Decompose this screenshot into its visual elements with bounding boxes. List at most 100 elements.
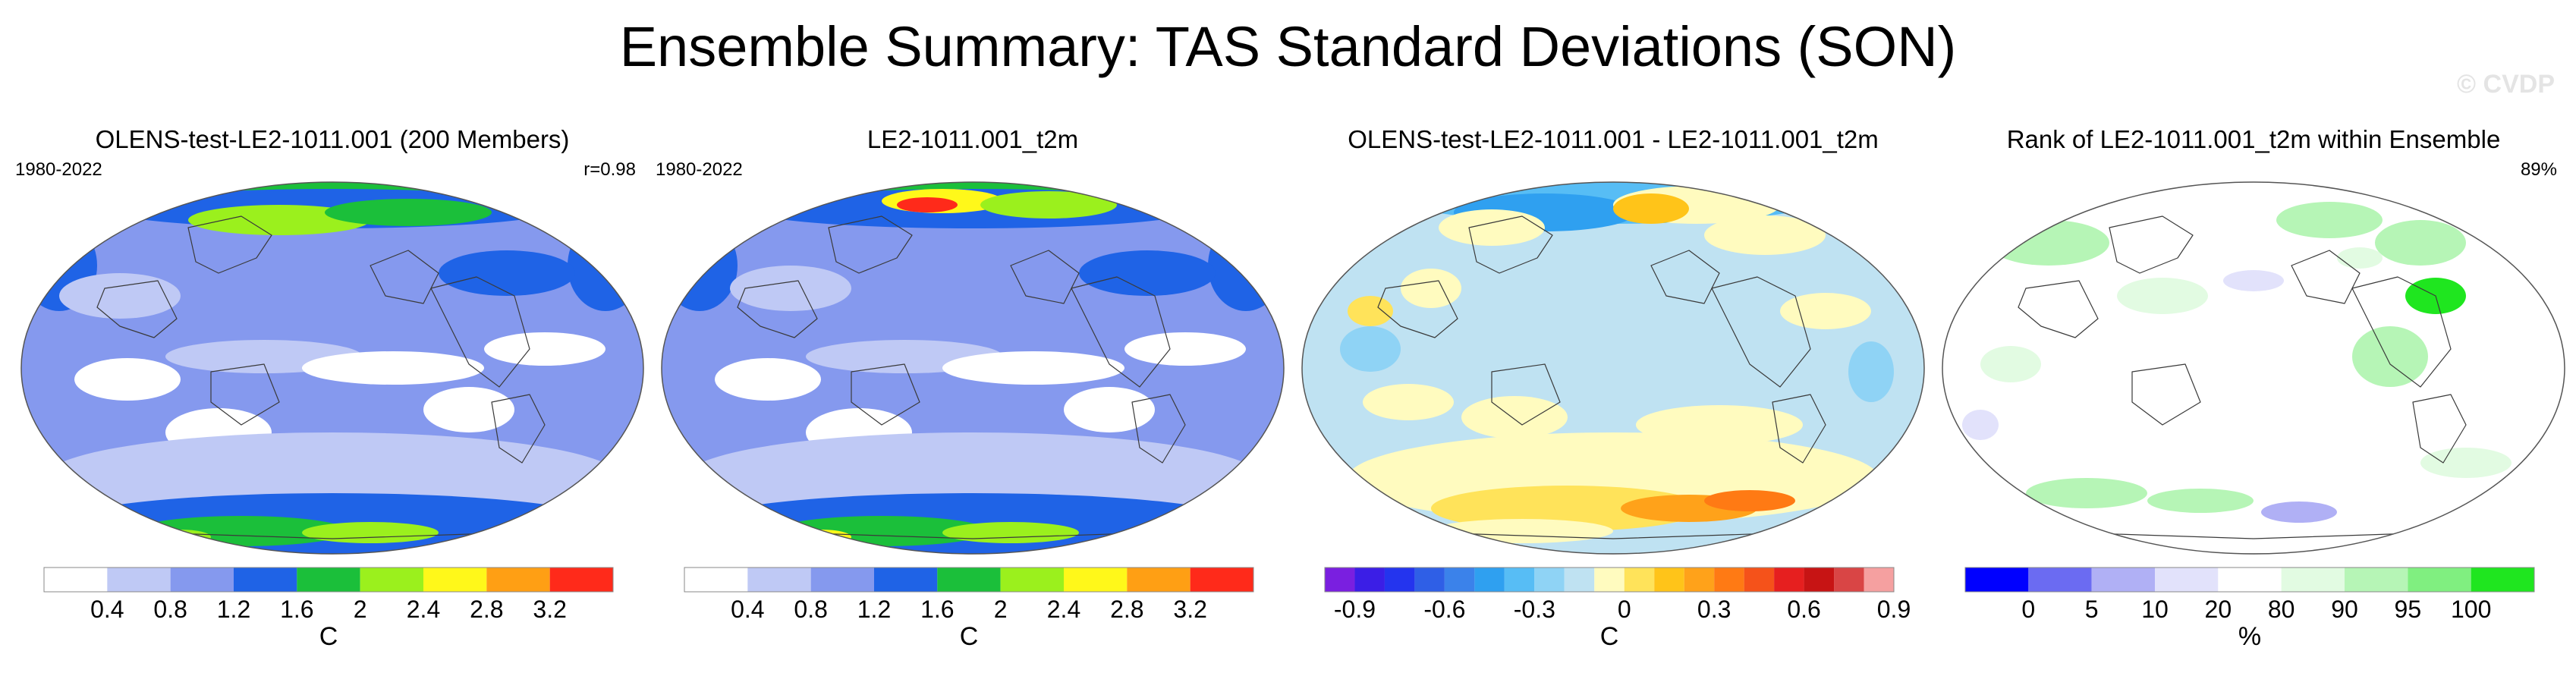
colorbar-swatch xyxy=(1064,568,1128,592)
coastline xyxy=(2351,276,2452,388)
field-region xyxy=(1363,384,1454,420)
colorbar-swatch xyxy=(1774,568,1804,592)
coastline xyxy=(1131,394,1186,464)
colorbar-tick-label: 1.6 xyxy=(920,596,954,623)
colorbar-swatch xyxy=(1965,568,2029,592)
colorbar-swatch xyxy=(1744,568,1775,592)
colorbar-swatch xyxy=(1624,568,1655,592)
field-region xyxy=(2352,326,2428,387)
field-region xyxy=(302,351,484,385)
colorbar-swatch xyxy=(1564,568,1595,592)
panel-title: Rank of LE2-1011.001_t2m within Ensemble xyxy=(2006,125,2501,153)
panel-member-std: LE2-1011.001_t2m 1980-2022 0.4 0.8 1.2 1.6 2… xyxy=(654,121,1291,668)
field-region xyxy=(2337,247,2383,269)
colorbar-tick-label: 2.8 xyxy=(1110,596,1143,623)
coastline xyxy=(1071,276,1171,388)
coastline xyxy=(2412,394,2467,464)
panel-title: OLENS-test-LE2-1011.001 (200 Members) xyxy=(95,125,570,153)
map-outline xyxy=(1301,181,1925,555)
field-region xyxy=(325,199,492,226)
coastline xyxy=(210,363,280,426)
colorbar-unit-label: C xyxy=(1600,622,1619,651)
field-region xyxy=(715,358,821,401)
colorbar-swatch xyxy=(810,568,874,592)
colorbar-swatch xyxy=(170,568,234,592)
map-outline xyxy=(1942,181,2565,555)
colorbar-tick-label: 100 xyxy=(2451,596,2491,623)
field-region xyxy=(2261,501,2337,523)
colorbar-swatch xyxy=(1354,568,1385,592)
coastline xyxy=(1772,394,1826,464)
colorbar: 0 5 10 20 80 90 95 100% xyxy=(1964,567,2535,651)
field-region xyxy=(980,191,1117,219)
coastline xyxy=(491,394,546,464)
colorbar-swatch xyxy=(1714,568,1744,592)
colorbar-tick-label: 2.8 xyxy=(470,596,503,623)
coastline xyxy=(1377,280,1458,338)
coastline xyxy=(430,276,530,388)
field-region xyxy=(1348,296,1393,326)
colorbar-swatch xyxy=(2155,568,2219,592)
coastline xyxy=(2018,280,2099,338)
colorbar-tick-label: 0.9 xyxy=(1877,596,1911,623)
colorbar-unit-label: C xyxy=(960,622,979,651)
field-region xyxy=(2026,478,2147,508)
colorbar-swatch xyxy=(1444,568,1475,592)
field-region xyxy=(1208,220,1284,311)
colorbar-swatch xyxy=(1000,568,1064,592)
period-label: 1980-2022 xyxy=(15,159,102,180)
colorbar-swatch xyxy=(2281,568,2345,592)
field-region xyxy=(1613,193,1689,224)
colorbar-swatch xyxy=(1654,568,1684,592)
field-region xyxy=(1340,326,1401,372)
colorbar-border xyxy=(684,567,1254,593)
figure-title: Ensemble Summary: TAS Standard Deviation… xyxy=(619,15,1957,78)
colorbar-swatch xyxy=(2345,568,2408,592)
coastline xyxy=(1491,363,1561,426)
colorbar-swatch xyxy=(1534,568,1565,592)
colorbar-swatch xyxy=(2091,568,2155,592)
colorbar-unit-label: % xyxy=(2238,622,2261,651)
colorbar: 0.4 0.8 1.2 1.6 2 2.4 2.8 3.2 C xyxy=(684,567,1254,651)
panel-difference: OLENS-test-LE2-1011.001 - LE2-1011.001_t… xyxy=(1294,121,1932,668)
colorbar-tick-label: 1.6 xyxy=(280,596,313,623)
field-region xyxy=(1704,490,1795,511)
coastline xyxy=(737,280,818,338)
field-region xyxy=(302,522,439,543)
field-region xyxy=(1962,410,1999,440)
field-region xyxy=(2375,220,2466,266)
field-region xyxy=(1124,332,1246,366)
map-field xyxy=(1302,182,1924,554)
map-outline xyxy=(20,181,644,555)
field-region xyxy=(568,220,643,311)
cvdp-watermark: © CVDP xyxy=(2457,70,2555,99)
coastline xyxy=(370,250,439,304)
colorbar-tick-label: 1.2 xyxy=(857,596,891,623)
colorbar-unit-label: C xyxy=(319,622,338,651)
colorbar-swatch xyxy=(1474,568,1505,592)
colorbar-swatch xyxy=(2408,568,2471,592)
colorbar: -0.9 -0.6 -0.3 0 0.3 0.6 0.9 C xyxy=(1324,567,1911,651)
field-region xyxy=(2276,202,2383,238)
colorbar-tick-label: 0.8 xyxy=(794,596,827,623)
colorbar-swatch xyxy=(1834,568,1864,592)
map-field xyxy=(1942,182,2565,554)
field-region xyxy=(484,332,605,366)
colorbar-swatch xyxy=(423,568,487,592)
field-region xyxy=(1431,519,1613,543)
robinson-map xyxy=(1301,181,1925,555)
coastline xyxy=(2131,363,2201,426)
colorbar-tick-label: 0.4 xyxy=(90,596,124,623)
colorbar-swatch xyxy=(1384,568,1415,592)
field-region xyxy=(439,250,575,296)
field-region xyxy=(730,266,851,311)
field-region xyxy=(59,273,181,319)
colorbar-tick-label: 0 xyxy=(2021,596,2035,623)
colorbar-tick-label: 20 xyxy=(2205,596,2232,623)
colorbar-swatch xyxy=(297,568,360,592)
field-region xyxy=(1980,346,2041,382)
field-region xyxy=(74,358,181,401)
colorbar-swatch xyxy=(1684,568,1715,592)
rank-summary-label: 89% xyxy=(2520,159,2557,180)
field-region xyxy=(1988,220,2109,266)
